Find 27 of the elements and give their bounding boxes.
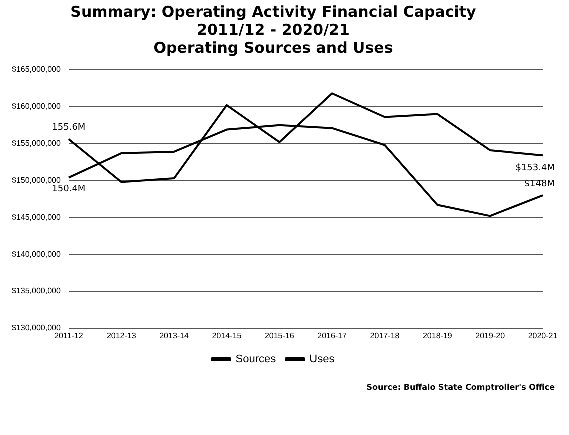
x-tick-label: 2015-16 <box>264 331 295 340</box>
chart-title: Summary: Operating Activity Financial Capacity 2011/12 - 2020/21 <box>70 2 477 39</box>
x-tick-label: 2014-15 <box>212 331 242 340</box>
chart-subtitle: Operating Sources and Uses <box>154 38 394 57</box>
annotation: 155.6M <box>52 123 86 134</box>
y-tick-label: $130,000,000 <box>12 324 62 333</box>
y-tick-label: $165,000,000 <box>12 65 62 74</box>
y-tick-label: $150,000,000 <box>12 176 62 185</box>
x-tick-label: 2013-14 <box>160 331 190 340</box>
annotation: $148M <box>524 179 555 190</box>
y-tick-label: $155,000,000 <box>12 139 62 148</box>
legend-label: Uses <box>310 354 336 366</box>
x-tick-label: 2019-20 <box>476 331 506 340</box>
annotation: 150.4M <box>52 184 86 195</box>
x-tick-label: 2020-21 <box>528 331 558 340</box>
y-tick-label: $135,000,000 <box>12 286 62 296</box>
y-tick-label: $160,000,000 <box>12 102 62 112</box>
annotation: $153.4M <box>516 163 555 174</box>
x-tick-label: 2012-13 <box>106 331 137 340</box>
x-tick-label: 2017-18 <box>370 331 400 340</box>
x-tick-label: 2018-19 <box>422 331 453 340</box>
y-tick-label: $145,000,000 <box>12 212 62 222</box>
source-note: Source: Buffalo State Comptroller's Office <box>366 383 555 392</box>
y-tick-label: $140,000,000 <box>12 250 62 259</box>
x-tick-label: 2016-17 <box>318 331 348 340</box>
x-tick-label: 2011-12 <box>54 331 84 340</box>
legend-label: Sources <box>236 354 277 366</box>
